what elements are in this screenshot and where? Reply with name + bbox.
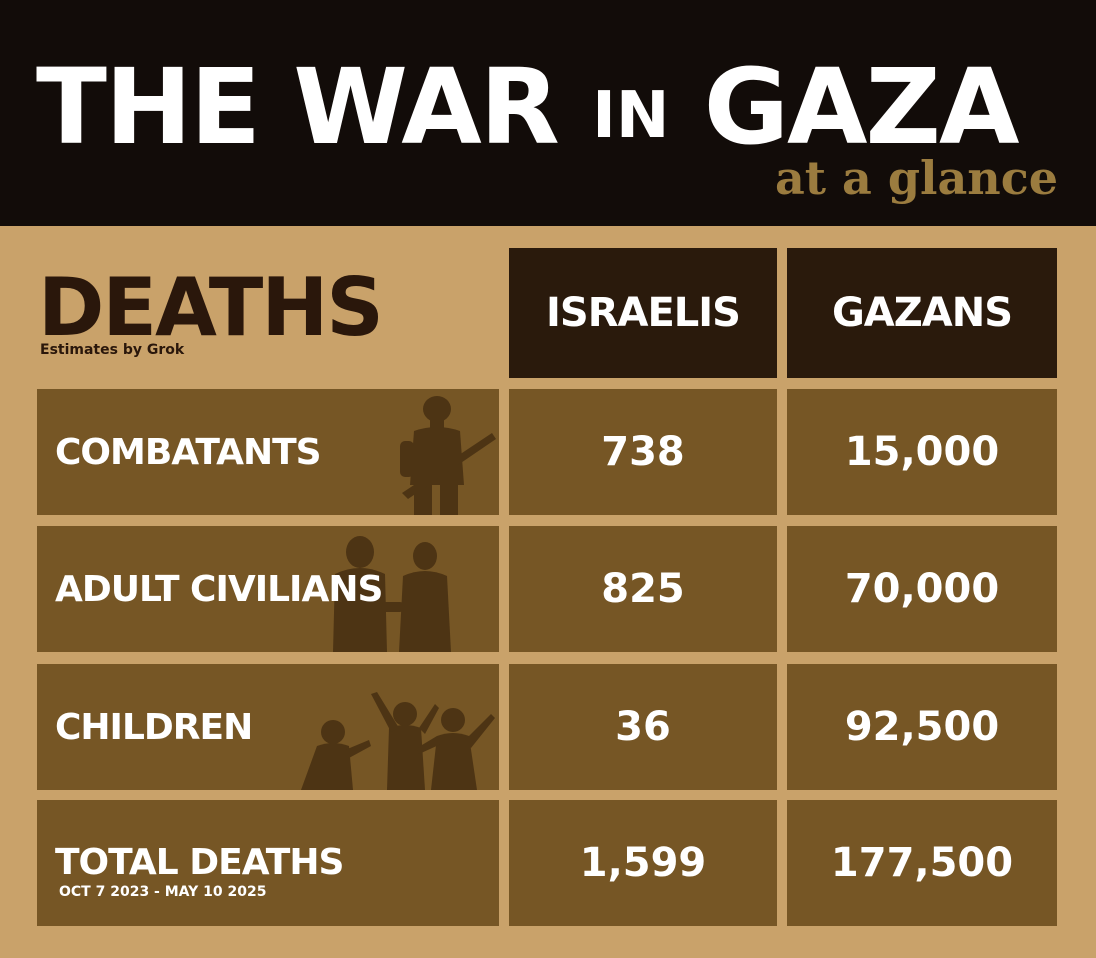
adults-silhouette-icon [333,536,451,652]
page-subtitle: at a glance [774,151,1058,205]
soldier-silhouette-icon [400,396,496,515]
children-silhouette-icon [301,692,495,790]
title-word-gaza: GAZA [703,46,1020,168]
row-label-text: ADULT CIVILIANS [55,568,383,610]
title-word-war: WAR [293,46,560,168]
cell-children-israelis: 36 [509,664,777,790]
cell-adult-civilians-gazans: 70,000 [787,526,1057,652]
cell-combatants-israelis: 738 [509,389,777,515]
row-label-text: TOTAL DEATHS [55,841,344,883]
column-header-gazans: GAZANS [787,248,1057,378]
row-label-children: CHILDREN [37,664,499,790]
cell-combatants-gazans: 15,000 [787,389,1057,515]
section-heading: DEATHS [38,261,384,354]
date-range: OCT 7 2023 - MAY 10 2025 [59,884,267,900]
row-label-total-deaths: TOTAL DEATHS OCT 7 2023 - MAY 10 2025 [37,800,499,926]
cell-adult-civilians-israelis: 825 [509,526,777,652]
source-note: Estimates by Grok [40,342,185,358]
title-word-in: IN [592,79,670,153]
row-label-adult-civilians: ADULT CIVILIANS [37,526,499,652]
cell-total-gazans: 177,500 [787,800,1057,926]
cell-children-gazans: 92,500 [787,664,1057,790]
row-label-text: COMBATANTS [55,431,322,473]
row-label-text: CHILDREN [55,706,253,748]
column-header-israelis: ISRAELIS [509,248,777,378]
title-word-the: THE [36,46,261,168]
header-banner: THE WAR IN GAZA at a glance [0,0,1096,226]
row-label-combatants: COMBATANTS [37,389,499,515]
page-title: THE WAR IN GAZA [36,52,1066,162]
cell-total-israelis: 1,599 [509,800,777,926]
